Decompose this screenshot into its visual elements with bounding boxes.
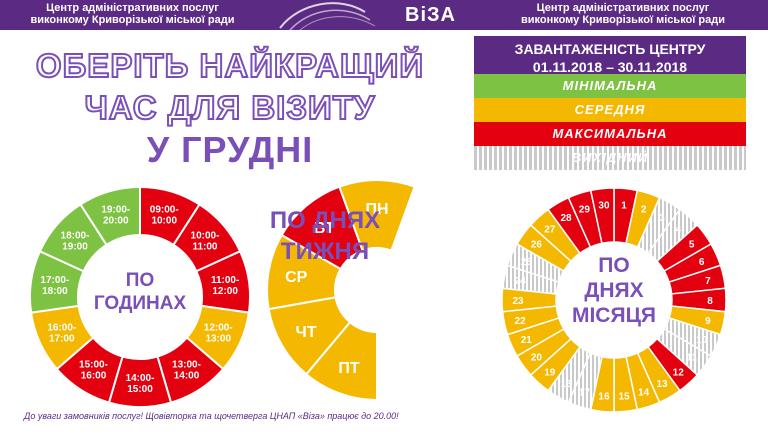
month-day-label: 28 (560, 213, 572, 224)
weekday-title-line2: ТИЖНЯ (281, 238, 369, 265)
legend-dayoff: ВИХІДНИЙ (474, 146, 746, 170)
headline-line2: ЧАС ДЛЯ ВІЗИТУ (84, 88, 376, 127)
legend-minimal: МІНІМАЛЬНА (474, 74, 746, 98)
weekday-segment-label: ВТ (314, 220, 335, 237)
month-center-line3: МІСЯЦЯ (572, 304, 656, 327)
month-day-label: 13 (656, 379, 668, 390)
month-day-label: 9 (705, 316, 711, 327)
month-day-label: 11 (686, 352, 697, 363)
headline-line1: ОБЕРІТЬ НАЙКРАЩИЙ (35, 46, 425, 85)
month-day-label: 27 (544, 225, 556, 236)
month-day-label: 19 (544, 367, 556, 378)
legend-maximal: МАКСИМАЛЬНА (474, 122, 746, 146)
org-name-left-line1: Центр адміністративних послуг (46, 2, 219, 14)
hours-segment-label: 18:00-19:00 (61, 231, 90, 253)
month-day-label: 5 (689, 240, 695, 251)
legend-title: ЗАВАНТАЖЕНІСТЬ ЦЕНТРУ 01.11.2018 – 30.11… (474, 36, 746, 75)
month-day-label: 29 (579, 205, 591, 216)
hours-segment-label: 19:00-20:00 (101, 204, 130, 226)
legend-title-line1: ЗАВАНТАЖЕНІСТЬ ЦЕНТРУ (514, 41, 706, 57)
hours-center-line2: ГОДИНАХ (94, 293, 187, 314)
weekday-segment-label: ПН (365, 201, 388, 218)
hours-center-line1: ПО (126, 270, 154, 291)
hours-segment-label: 12:00-13:00 (204, 323, 233, 345)
weekday-chart: ПТ ЧТ СР ВТ ПН (266, 179, 416, 402)
month-day-label: 20 (531, 352, 543, 363)
header-bar: Центр адміністративних послуг виконкому … (0, 0, 768, 30)
load-legend: ЗАВАНТАЖЕНІСТЬ ЦЕНТРУ 01.11.2018 – 30.11… (474, 36, 746, 170)
month-day-label: 7 (705, 276, 711, 287)
hours-segment (79, 185, 141, 247)
month-day-label: 4 (675, 225, 681, 236)
month-day-label: 30 (598, 201, 610, 212)
month-day-label: 26 (531, 240, 543, 251)
legend-title-line2: 01.11.2018 – 30.11.2018 (532, 59, 688, 75)
month-day-label: 18 (560, 379, 572, 390)
month-chart: 1 234567891011121314151617181920212223242… (501, 187, 727, 413)
month-day-label: 1 (621, 201, 627, 212)
weekday-segment (338, 179, 416, 252)
org-name-right: Центр адміністративних послуг виконкому … (478, 2, 768, 26)
hours-segment-label: 15:00-16:00 (79, 359, 108, 381)
month-day-label: 23 (512, 296, 524, 307)
month-day-label: 3 (659, 213, 665, 224)
month-day-label: 12 (673, 367, 685, 378)
legend-medium: СЕРЕДНЯ (474, 98, 746, 122)
month-day-label: 6 (699, 257, 705, 268)
org-name-right-line1: Центр адміністративних послуг (536, 2, 710, 14)
month-day-label: 24 (515, 276, 527, 287)
month-day-label: 25 (521, 257, 533, 268)
org-name-right-line2: виконкому Криворізької міської ради (521, 14, 725, 26)
weekday-segment-label: ПТ (338, 360, 360, 377)
org-name-left-line2: виконкому Криворізької міської ради (30, 14, 235, 26)
footer-note: До уваги замовників послуг! Щовівторка т… (24, 411, 399, 421)
month-center-line1: ПО (598, 254, 629, 277)
month-day-segment (589, 187, 615, 245)
weekday-segment-label: СР (285, 269, 308, 286)
month-day-label: 2 (641, 205, 647, 216)
month-day-label: 10 (696, 335, 708, 346)
hours-chart: 09:00-10:00 10:00-11:00 11:00-12:00 12:00-1… (29, 185, 251, 408)
logo-text: ВіЗА (405, 4, 456, 26)
hours-segment-label: 17:00-18:00 (40, 275, 69, 297)
hours-segment-label: 13:00-14:00 (172, 359, 201, 381)
month-day-label: 16 (598, 391, 610, 402)
weekday-title-line1: ПО ДНЯХ (270, 207, 380, 234)
hours-segment-label: 09:00-10:00 (150, 204, 179, 226)
logo-swirl-icon (279, 2, 376, 30)
month-day-label: 8 (707, 296, 713, 307)
hours-segment-label: 16:00-17:00 (47, 323, 76, 345)
month-day-label: 17 (579, 387, 591, 398)
headline-line3: У ГРУДНІ (146, 129, 314, 170)
month-day-label: 15 (618, 391, 630, 402)
org-name-left: Центр адміністративних послуг виконкому … (0, 2, 265, 26)
month-day-label: 22 (515, 316, 527, 327)
weekday-segment-label: ЧТ (295, 324, 316, 341)
hours-segment-label: 11:00-12:00 (211, 275, 239, 297)
month-day-label: 14 (638, 387, 650, 398)
hours-segment-label: 10:00-11:00 (191, 231, 220, 253)
hours-segment-label: 14:00-15:00 (126, 373, 155, 395)
month-center-line2: ДНЯХ (584, 279, 643, 302)
month-day-label: 21 (521, 335, 533, 346)
